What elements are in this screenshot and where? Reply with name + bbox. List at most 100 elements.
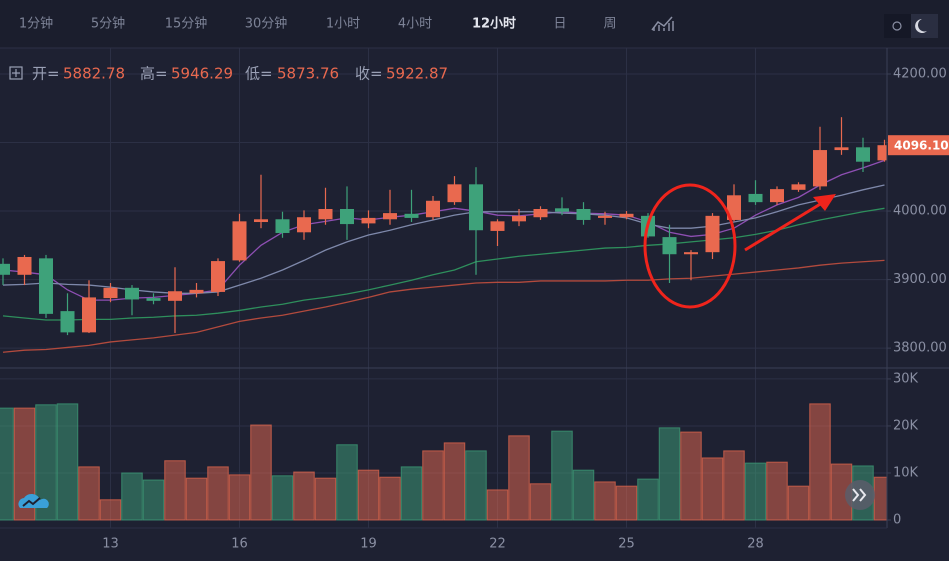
volume-bar xyxy=(680,431,702,521)
timeframe-tab[interactable]: 15分钟 xyxy=(165,16,208,32)
volume-bar xyxy=(422,450,444,521)
volume-bar xyxy=(615,485,638,521)
volume-bar xyxy=(13,407,36,521)
candle-body xyxy=(82,297,96,333)
x-tick-label: 22 xyxy=(489,537,506,552)
tab-bar: 1分钟 5分钟 15分钟 30分钟 1小时 4小时 12小时 日 周 xyxy=(19,16,617,32)
info-label: 高= xyxy=(140,65,168,83)
candle-body xyxy=(791,184,806,190)
moving-average-line xyxy=(2,159,885,301)
volume-bar xyxy=(379,476,401,521)
candle-body xyxy=(619,213,634,218)
x-tick-label: 19 xyxy=(360,537,377,552)
candle-body xyxy=(834,147,849,151)
x-tick-label: 16 xyxy=(231,537,248,552)
candle-body xyxy=(361,217,376,224)
timeframe-tab[interactable]: 1小时 xyxy=(326,17,360,32)
candle-body xyxy=(254,219,268,223)
volume-bar xyxy=(400,466,423,521)
timeframe-tab[interactable]: 12小时 xyxy=(472,16,516,32)
theme-toggle[interactable] xyxy=(884,14,938,38)
candle-body xyxy=(17,256,32,275)
timeframe-tab[interactable]: 30分钟 xyxy=(245,16,288,32)
x-tick-label: 25 xyxy=(618,537,635,552)
logo xyxy=(18,493,49,508)
candle-body xyxy=(318,209,333,220)
timeframe-tab[interactable]: 周 xyxy=(603,17,616,32)
volume-pane xyxy=(0,403,887,521)
candle-body xyxy=(748,193,763,203)
timeframe-tab[interactable]: 4小时 xyxy=(398,17,432,32)
candle-body xyxy=(447,184,462,203)
candle-body xyxy=(39,258,53,314)
moving-average-line xyxy=(2,207,885,321)
candle-body xyxy=(490,221,505,231)
ohlc-info: 开= 5882.78 高= 5946.29 低= 5873.76 收= 5922.87 xyxy=(9,65,448,83)
volume-bar xyxy=(207,466,229,521)
timeframe-tab[interactable]: 日 xyxy=(553,17,566,32)
volume-bar xyxy=(508,435,530,521)
candle-body xyxy=(232,221,247,261)
x-tick-label: 13 xyxy=(102,537,119,552)
candle-body xyxy=(168,291,182,301)
volume-bar xyxy=(357,469,380,521)
candle-body xyxy=(469,184,483,231)
volume-bar xyxy=(443,442,466,521)
info-value: 5922.87 xyxy=(386,65,448,83)
candle-body xyxy=(383,213,397,220)
volume-bar xyxy=(142,479,165,521)
annotation xyxy=(643,183,836,309)
volume-bar xyxy=(465,450,487,521)
volume-bar xyxy=(336,444,358,521)
candle-body xyxy=(856,147,870,162)
volume-bar xyxy=(529,483,552,521)
candle-body xyxy=(512,215,526,222)
axes: 3800.003900.004000.004100.004200.00010K2… xyxy=(102,66,949,552)
candle-body xyxy=(813,150,827,187)
candle-body xyxy=(426,200,440,218)
candle-body xyxy=(684,252,698,255)
scroll-right-button[interactable] xyxy=(845,480,875,510)
volume-bar xyxy=(787,485,810,521)
x-tick-label: 28 xyxy=(747,537,764,552)
candle-body xyxy=(662,237,677,255)
timeframe-tab[interactable]: 5分钟 xyxy=(91,16,125,32)
expand-icon[interactable] xyxy=(9,66,23,80)
chart-type-icon[interactable] xyxy=(651,16,674,31)
volume-bar xyxy=(121,472,143,521)
y2-tick-label: 10K xyxy=(893,465,919,480)
volume-bar xyxy=(78,466,100,521)
candle-body xyxy=(340,209,354,225)
candle-body xyxy=(125,287,139,300)
candle-body xyxy=(877,145,887,161)
timeframe-tab[interactable]: 1分钟 xyxy=(19,16,53,32)
moving-averages xyxy=(2,159,885,353)
candle-body xyxy=(211,261,225,292)
volume-bar xyxy=(637,478,659,521)
volume-bar xyxy=(293,471,315,521)
info-label: 收= xyxy=(355,65,383,83)
candle-body xyxy=(727,195,741,220)
moving-average-line xyxy=(2,259,885,353)
volume-bar xyxy=(809,403,831,521)
y2-tick-label: 0 xyxy=(893,513,901,528)
candle-body xyxy=(404,213,419,218)
candle-body xyxy=(770,189,784,203)
volume-bar xyxy=(314,477,337,521)
y-tick-label: 3800.00 xyxy=(893,341,947,356)
volume-bar xyxy=(486,489,509,521)
volume-bar xyxy=(99,499,122,521)
candle-body xyxy=(576,209,591,220)
candle-body xyxy=(146,298,161,301)
candles xyxy=(0,117,887,336)
volume-bar xyxy=(164,460,186,521)
volume-bar xyxy=(35,404,57,521)
candle-body xyxy=(275,219,290,233)
y2-tick-label: 30K xyxy=(893,371,919,386)
info-value: 5882.78 xyxy=(63,65,125,83)
last-price-label: 4096.10 xyxy=(894,139,949,153)
candle-body xyxy=(60,311,75,333)
y-tick-label: 4200.00 xyxy=(893,66,947,81)
candle-body xyxy=(103,287,118,299)
